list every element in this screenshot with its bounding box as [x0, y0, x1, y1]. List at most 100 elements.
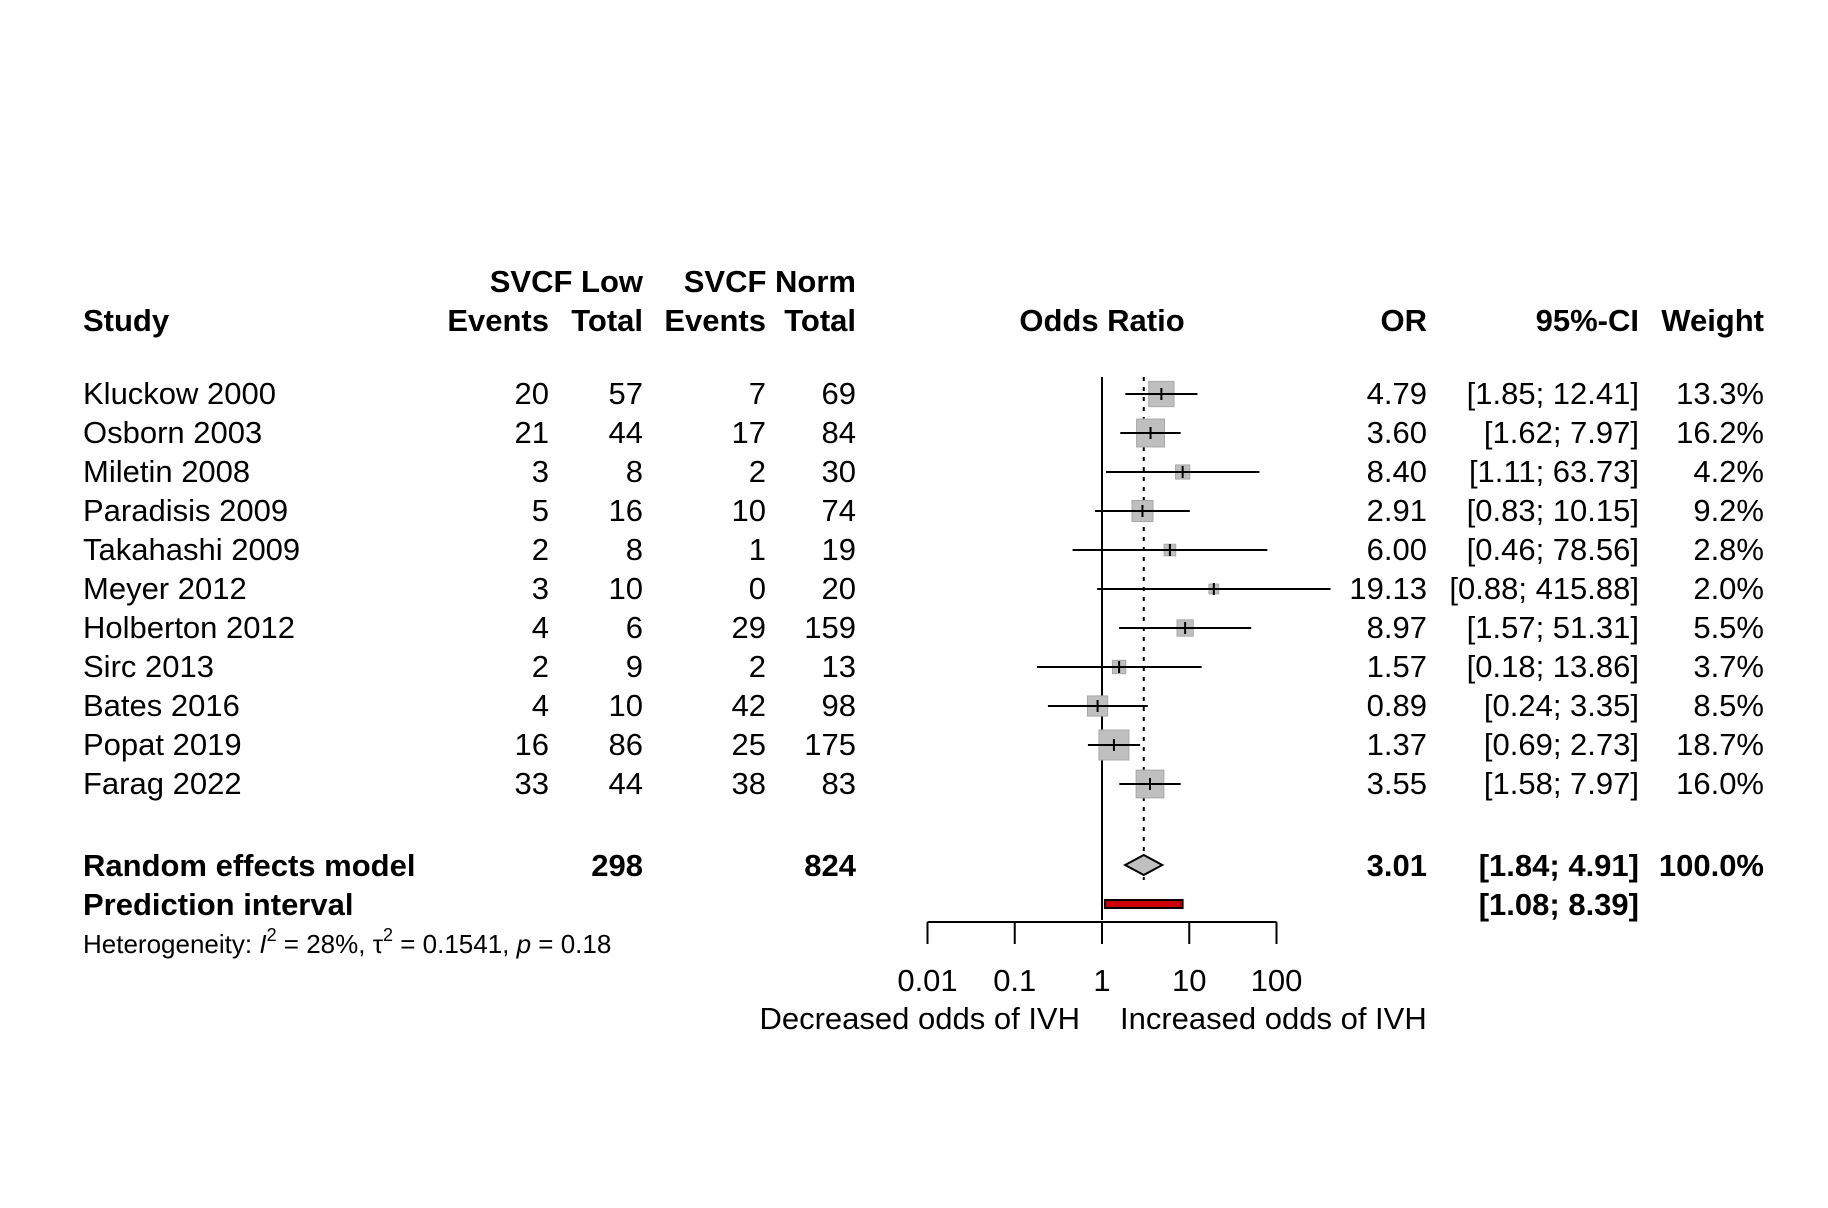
ci-value: [1.58; 7.97] [1484, 766, 1639, 801]
study-name: Sirc 2013 [83, 649, 214, 684]
weight-value: 4.2% [1693, 454, 1764, 489]
weight-value: 8.5% [1693, 688, 1764, 723]
or-value: 8.97 [1367, 610, 1427, 645]
events-low: 3 [532, 571, 549, 606]
total-norm: 30 [822, 454, 856, 489]
table-row: Meyer 2012 3 10 0 20 19.13 [0.88; 415.88] 2.0% [83, 571, 1764, 606]
study-rows: Kluckow 2000 20 57 7 69 4.79 [1.85; 12.41] 13.3… [83, 376, 1764, 801]
table-row: Popat 2019 16 86 25 175 1.37 [0.69; 2.73] 18.7% [83, 727, 1764, 762]
total-norm: 98 [822, 688, 856, 723]
weight-value: 9.2% [1693, 493, 1764, 528]
total1-column-header: Total [571, 303, 643, 338]
total-low: 8 [626, 454, 643, 489]
study-name: Kluckow 2000 [83, 376, 276, 411]
total-norm: 83 [822, 766, 856, 801]
or-value: 1.37 [1367, 727, 1427, 762]
weight-value: 18.7% [1676, 727, 1764, 762]
or-column-header: OR [1381, 303, 1428, 338]
events1-column-header: Events [447, 303, 549, 338]
total-low: 16 [609, 493, 643, 528]
pooled-weight: 100.0% [1659, 848, 1764, 883]
group1-header: SVCF Low [490, 264, 644, 299]
events-norm: 7 [749, 376, 766, 411]
or-value: 3.60 [1367, 415, 1427, 450]
weight-value: 3.7% [1693, 649, 1764, 684]
events-low: 3 [532, 454, 549, 489]
ci-value: [0.46; 78.56] [1467, 532, 1639, 567]
x-axis-tick-label: 0.1 [993, 963, 1036, 998]
events-low: 20 [515, 376, 549, 411]
or-value: 19.13 [1349, 571, 1427, 606]
total2-column-header: Total [784, 303, 856, 338]
ci-value: [0.69; 2.73] [1484, 727, 1639, 762]
weight-value: 13.3% [1676, 376, 1764, 411]
table-row: Miletin 2008 3 8 2 30 8.40 [1.11; 63.73] 4.2% [83, 454, 1764, 489]
events-norm: 38 [732, 766, 766, 801]
study-column-header: Study [83, 303, 170, 338]
total-low: 8 [626, 532, 643, 567]
total-norm: 84 [822, 415, 856, 450]
weight-value: 5.5% [1693, 610, 1764, 645]
ci-value: [1.11; 63.73] [1469, 454, 1639, 489]
pooled-total1: 298 [591, 848, 643, 883]
study-name: Bates 2016 [83, 688, 240, 723]
study-name: Holberton 2012 [83, 610, 295, 645]
weight-column-header: Weight [1661, 303, 1764, 338]
total-norm: 69 [822, 376, 856, 411]
ci-value: [0.24; 3.35] [1484, 688, 1639, 723]
events-low: 4 [532, 688, 549, 723]
events-norm: 10 [732, 493, 766, 528]
table-row: Kluckow 2000 20 57 7 69 4.79 [1.85; 12.41] 13.3… [83, 376, 1764, 411]
total-norm: 175 [804, 727, 856, 762]
weight-value: 16.2% [1676, 415, 1764, 450]
increased-odds-label: Increased odds of IVH [1120, 1001, 1427, 1036]
events-low: 16 [515, 727, 549, 762]
total-low: 44 [609, 415, 643, 450]
or-value: 3.55 [1367, 766, 1427, 801]
events-low: 2 [532, 649, 549, 684]
total-norm: 159 [804, 610, 856, 645]
table-row: Farag 2022 33 44 38 83 3.55 [1.58; 7.97] 16.0% [83, 766, 1764, 801]
ci-value: [1.57; 51.31] [1467, 610, 1639, 645]
events-norm: 17 [732, 415, 766, 450]
events-low: 2 [532, 532, 549, 567]
events-low: 21 [515, 415, 549, 450]
events-low: 5 [532, 493, 549, 528]
study-marks [1037, 380, 1331, 799]
ci-value: [0.83; 10.15] [1467, 493, 1639, 528]
or-value: 8.40 [1367, 454, 1427, 489]
total-norm: 13 [822, 649, 856, 684]
total-low: 9 [626, 649, 643, 684]
pooled-or: 3.01 [1367, 848, 1427, 883]
ci-value: [0.18; 13.86] [1467, 649, 1639, 684]
ci-value: [1.85; 12.41] [1467, 376, 1639, 411]
heterogeneity-text: Heterogeneity: I2 = 28%, τ2 = 0.1541, p … [83, 925, 611, 959]
weight-value: 2.8% [1693, 532, 1764, 567]
events-norm: 2 [749, 454, 766, 489]
x-axis-tick-label: 10 [1172, 963, 1206, 998]
pooled-label: Random effects model [83, 848, 415, 883]
weight-value: 16.0% [1676, 766, 1764, 801]
events-norm: 42 [732, 688, 766, 723]
total-low: 10 [609, 688, 643, 723]
x-axis: 0.01 0.1 1 10 100 [897, 921, 1303, 998]
weight-value: 2.0% [1693, 571, 1764, 606]
table-row: Takahashi 2009 2 8 1 19 6.00 [0.46; 78.56] 2.8% [83, 532, 1764, 567]
table-row: Osborn 2003 21 44 17 84 3.60 [1.62; 7.97] 16.2% [83, 415, 1764, 450]
study-name: Popat 2019 [83, 727, 242, 762]
prediction-label: Prediction interval [83, 887, 353, 922]
x-axis-tick-label: 0.01 [897, 963, 957, 998]
events-low: 4 [532, 610, 549, 645]
events-norm: 0 [749, 571, 766, 606]
or-value: 1.57 [1367, 649, 1427, 684]
study-name: Farag 2022 [83, 766, 242, 801]
ci-value: [0.88; 415.88] [1449, 571, 1639, 606]
events-norm: 1 [749, 532, 766, 567]
study-name: Paradisis 2009 [83, 493, 288, 528]
total-low: 6 [626, 610, 643, 645]
prediction-interval-bar [1103, 899, 1184, 909]
x-axis-tick-label: 100 [1251, 963, 1303, 998]
or-value: 4.79 [1367, 376, 1427, 411]
or-value: 6.00 [1367, 532, 1427, 567]
